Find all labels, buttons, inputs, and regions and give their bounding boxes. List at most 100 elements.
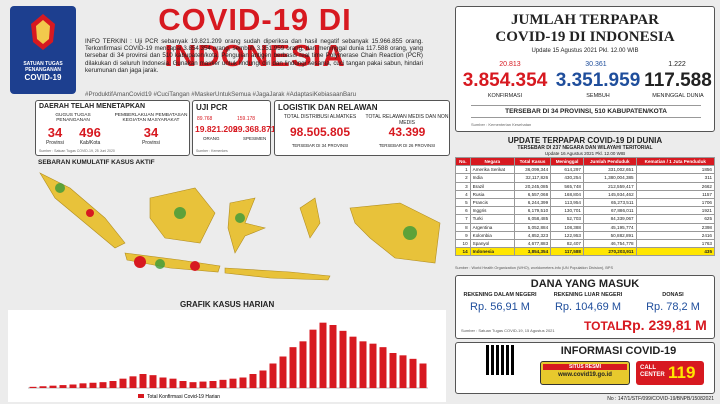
table-wrap: No. Negara Total Kasus Meninggal Jumlah Pend… bbox=[455, 156, 716, 257]
bar bbox=[229, 378, 237, 388]
delta: 20.813 bbox=[499, 61, 521, 68]
logo-line: PENANGANAN bbox=[25, 67, 61, 73]
cell: 1921 bbox=[635, 206, 716, 216]
cell: Spanyol bbox=[469, 238, 515, 249]
delta: 159.178 bbox=[237, 116, 256, 122]
bar bbox=[99, 382, 107, 388]
cell: Argentina bbox=[469, 222, 515, 232]
dana-box: DANA YANG MASUK REKENING DALAM NEGERI RE… bbox=[455, 275, 715, 339]
cell: Inggris bbox=[469, 206, 515, 216]
cell: 4 bbox=[455, 189, 471, 199]
cell: 7 bbox=[455, 214, 471, 224]
bar bbox=[239, 377, 247, 388]
box-title: JUMLAH TERPAPAR bbox=[511, 12, 659, 28]
column-header: Kematian / 1 Juta Penduduk bbox=[635, 156, 716, 167]
site-url: www.covid19.go.id bbox=[558, 372, 612, 378]
cell: 20,245,085 bbox=[513, 181, 552, 191]
box-title: UJI PCR bbox=[196, 103, 228, 112]
daily-chart: Total Konfirmasi Covid-19 Harian bbox=[8, 310, 446, 402]
cell: 311 bbox=[635, 173, 716, 183]
cell: 6,058,485 bbox=[513, 214, 552, 224]
count: 34 bbox=[47, 125, 63, 140]
cell: 1 bbox=[455, 165, 471, 175]
cell: 50,882,891 bbox=[582, 230, 637, 240]
bar bbox=[129, 376, 137, 388]
label: SPESIMEN bbox=[243, 136, 267, 141]
cell: 145,934,462 bbox=[582, 189, 637, 199]
count: 34 bbox=[143, 125, 159, 140]
cell: Indonesia bbox=[469, 247, 515, 257]
konfirmasi: 3.854.354 bbox=[462, 70, 548, 91]
table-subtitle: TERSEBAR DI 237 NEGARA DAN WILAYAH/ TERI… bbox=[517, 145, 653, 151]
bar bbox=[199, 381, 207, 388]
bar bbox=[359, 341, 367, 388]
cell: 435 bbox=[635, 247, 716, 257]
dana-label: REKENING LUAR NEGERI bbox=[553, 292, 623, 298]
dana-label: REKENING DALAM NEGERI bbox=[463, 292, 537, 298]
cell: 45,195,774 bbox=[582, 222, 637, 232]
chart-title: GRAFIK KASUS HARIAN bbox=[180, 300, 275, 309]
cell: 3,854,354 bbox=[513, 247, 552, 257]
box-title: LOGISTIK DAN RELAWAN bbox=[278, 103, 378, 112]
cell: 4,677,883 bbox=[513, 238, 552, 249]
call-label: CALL CENTER bbox=[640, 365, 665, 378]
cell: Kolombia bbox=[469, 230, 515, 240]
site-badge: SITUS RESMI www.covid19.go.id bbox=[540, 361, 630, 385]
cell: 8 bbox=[455, 222, 471, 232]
cell: 2662 bbox=[635, 181, 716, 191]
cell: 212,559,417 bbox=[582, 181, 637, 191]
column-header: Negara bbox=[469, 156, 515, 167]
table-row: 3 Brazil 20,245,085 565,748 212,559,417 2662 bbox=[455, 181, 716, 191]
spread: TERSEBAR DI 34 PROVINSI, 510 KABUPATEN/K… bbox=[471, 105, 701, 118]
box-title: COVID-19 DI INDONESIA bbox=[495, 29, 675, 45]
header-row: No. Negara Total Kasus Meninggal Jumlah Pend… bbox=[455, 156, 716, 167]
bar bbox=[179, 381, 187, 388]
cell: 1157 bbox=[635, 189, 716, 199]
table-row: 5 Prancis 6,244,399 113,954 65,273,511 1706 bbox=[455, 197, 716, 208]
cell: 4,852,323 bbox=[513, 230, 552, 240]
pcr-spesimen: 29.368.871 bbox=[233, 124, 276, 134]
dana-label: DONASI bbox=[662, 292, 684, 298]
table-row: 1 Amerika Serikat 36,099,344 614,297 331,002… bbox=[455, 165, 716, 175]
update: Update 15 Agustus 2021 Pkl. 12.00 WIB bbox=[531, 48, 639, 54]
cell: 3 bbox=[455, 181, 471, 191]
label: SEMBUH bbox=[586, 93, 610, 99]
terpapar-box: JUMLAH TERPAPAR COVID-19 DI INDONESIA Up… bbox=[455, 6, 715, 132]
count-label: Provinsi bbox=[46, 140, 64, 146]
cell: 6,557,068 bbox=[513, 189, 552, 199]
bar bbox=[289, 347, 297, 388]
bar bbox=[269, 363, 277, 388]
map bbox=[39, 172, 441, 281]
cell: Brazil bbox=[469, 181, 515, 191]
delta: 30.361 bbox=[585, 61, 607, 68]
daerah-box: DAERAH TELAH MENETAPKAN GUGUS TUGAS PENA… bbox=[35, 100, 190, 156]
bar bbox=[29, 386, 37, 388]
cell: 270,203,911 bbox=[582, 247, 637, 257]
count-label: Kab/Kota bbox=[79, 140, 101, 146]
bar bbox=[39, 386, 47, 388]
sembuh: 3.351.959 bbox=[555, 70, 641, 91]
cell: 10 bbox=[455, 238, 471, 249]
bar bbox=[49, 385, 57, 388]
footnote: TERSEBAR DI 26 PROVINSI bbox=[378, 143, 436, 148]
cell: 5,052,884 bbox=[513, 222, 552, 232]
dana-value: Rp. 78,2 M bbox=[646, 301, 700, 313]
info-paragraph: INFO TERKINI : Uji PCR sebanyak 19.821.2… bbox=[85, 38, 423, 74]
logistik-box: LOGISTIK DAN RELAWAN TOTAL DISTRIBUSI AL… bbox=[274, 100, 450, 156]
source: Sumber : Kemenkes bbox=[196, 149, 228, 153]
table-row: 4 Rusia 6,557,068 168,804 145,934,462 1157 bbox=[455, 189, 716, 199]
cell: 113,954 bbox=[550, 197, 584, 208]
total-label: TOTAL bbox=[584, 319, 623, 333]
bar bbox=[309, 329, 317, 388]
bar bbox=[249, 374, 257, 388]
cell: 1763 bbox=[635, 238, 716, 249]
cell: 82,407 bbox=[550, 238, 584, 249]
cell: 32,117,826 bbox=[513, 173, 552, 183]
cell: 1706 bbox=[635, 197, 716, 208]
bar bbox=[59, 385, 67, 388]
bar bbox=[79, 383, 87, 388]
cell: Amerika Serikat bbox=[469, 165, 515, 175]
logo-line: SATUAN TUGAS bbox=[23, 61, 63, 67]
cell: 67,886,011 bbox=[582, 206, 637, 216]
bar bbox=[319, 322, 327, 388]
